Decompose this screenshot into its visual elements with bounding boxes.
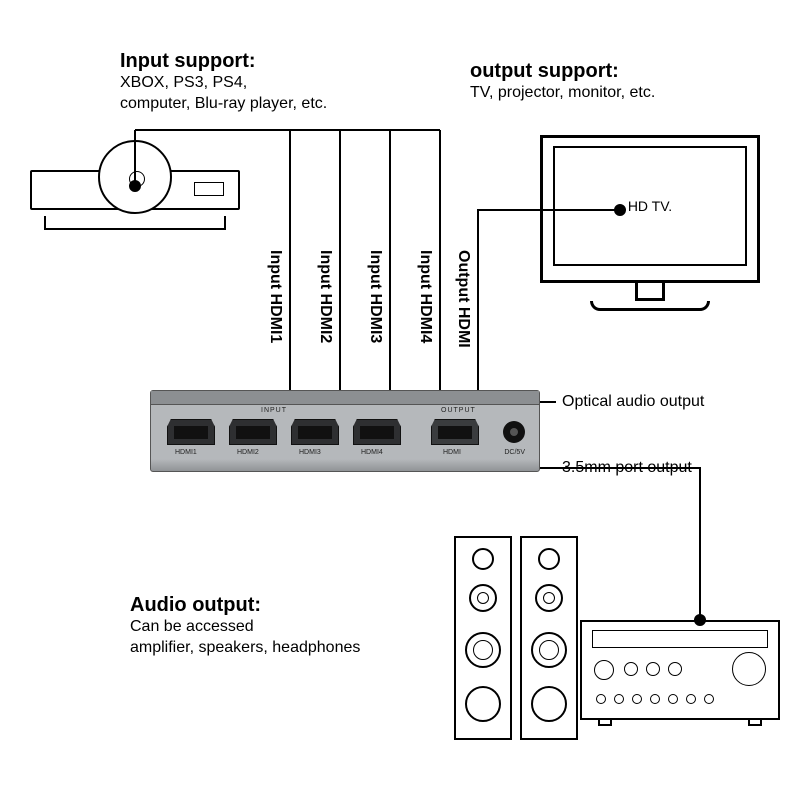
audio-output-block: Audio output: Can be accessed amplifier,…	[130, 594, 470, 659]
vlabel-out: Output HDMI	[454, 250, 472, 348]
port-hdmi2	[229, 419, 277, 445]
port-hdmi2-label: HDMI2	[237, 449, 259, 456]
input-support-title: Input support:	[120, 50, 420, 73]
audio-output-desc: Can be accessed amplifier, speakers, hea…	[130, 617, 470, 659]
vlabel-in3: Input HDMI3	[366, 250, 384, 343]
output-support-desc: TV, projector, monitor, etc.	[470, 83, 770, 104]
hdmi-switch: INPUT OUTPUT HDMI1 HDMI2 HDMI3 HDMI4 HDM…	[150, 390, 540, 472]
console-device	[30, 170, 240, 230]
amplifier	[580, 620, 780, 720]
optical-label: Optical audio output	[562, 392, 704, 413]
tv-device: HD TV.	[540, 135, 760, 315]
input-support-desc: XBOX, PS3, PS4, computer, Blu-ray player…	[120, 73, 420, 115]
port-hdmi1-label: HDMI1	[175, 449, 197, 456]
vlabel-in2: Input HDMI2	[316, 250, 334, 343]
group-output-label: OUTPUT	[441, 407, 476, 414]
audio-output-title: Audio output:	[130, 594, 470, 617]
dc-label: DC/5V	[504, 449, 525, 456]
port-hdmi-out	[431, 419, 479, 445]
port-hdmi4	[353, 419, 401, 445]
tv-text: HD TV.	[628, 198, 672, 214]
vlabel-in4: Input HDMI4	[416, 250, 434, 343]
dc-jack	[503, 421, 525, 443]
output-support-title: output support:	[470, 60, 770, 83]
speaker-right	[520, 536, 578, 740]
port-hdmi3	[291, 419, 339, 445]
port-hdmi3-label: HDMI3	[299, 449, 321, 456]
port-hdmi4-label: HDMI4	[361, 449, 383, 456]
vlabel-in1: Input HDMI1	[266, 250, 284, 343]
jack-label: 3.5mm port output	[562, 458, 692, 479]
input-support-block: Input support: XBOX, PS3, PS4, computer,…	[120, 50, 420, 115]
output-support-block: output support: TV, projector, monitor, …	[470, 60, 770, 104]
port-hdmi1	[167, 419, 215, 445]
speaker-left	[454, 536, 512, 740]
group-input-label: INPUT	[261, 407, 287, 414]
port-hdmi-out-label: HDMI	[443, 449, 461, 456]
